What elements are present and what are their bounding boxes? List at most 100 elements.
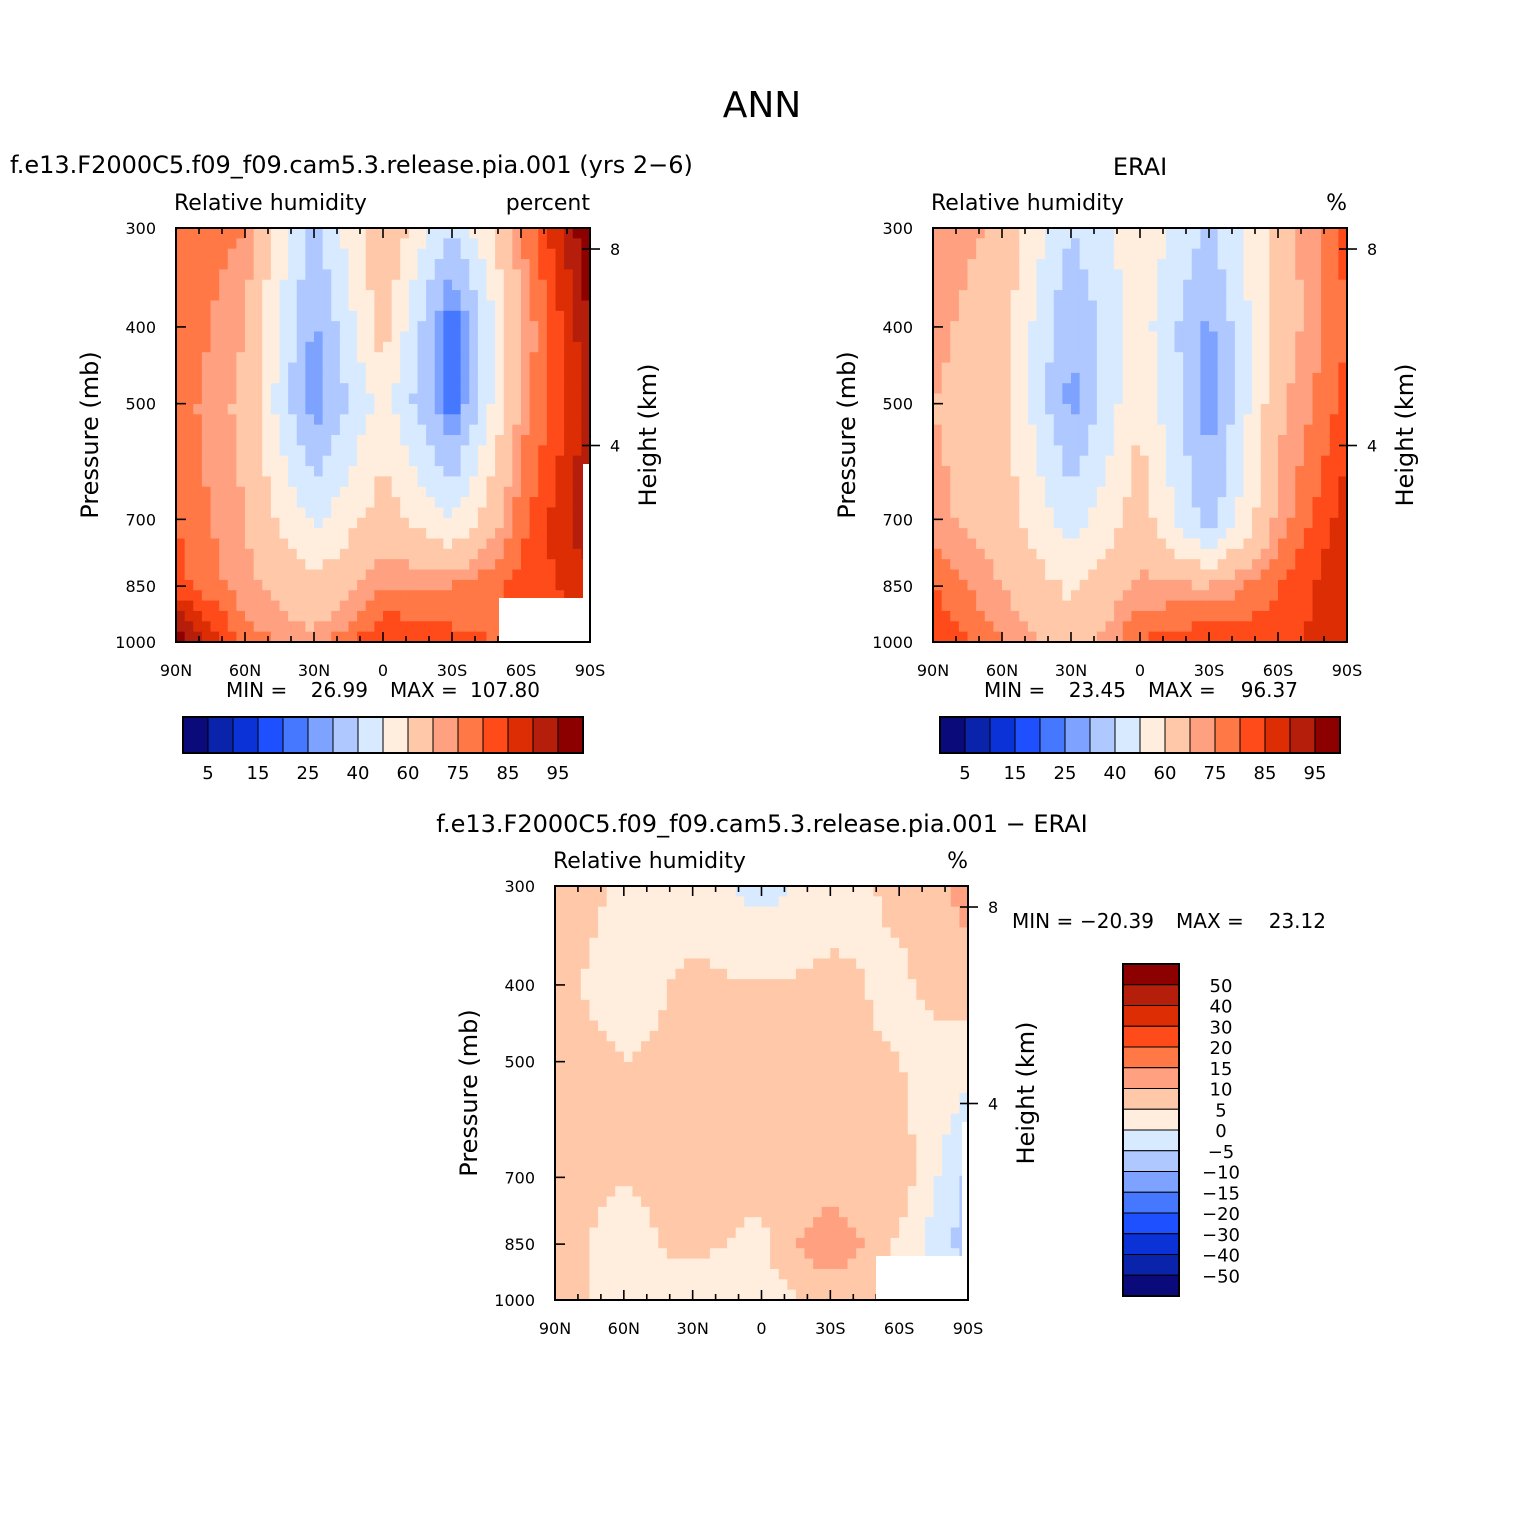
field-cell: [1269, 548, 1279, 560]
field-cell: [1269, 228, 1279, 239]
field-cell: [210, 248, 220, 260]
field-cell: [1114, 300, 1124, 312]
field-cell: [339, 341, 350, 353]
field-cell: [821, 906, 831, 918]
field-cell: [176, 486, 186, 498]
units-label: %: [1326, 191, 1347, 216]
field-cell: [477, 228, 488, 239]
field-cell: [1027, 445, 1038, 457]
field-cell: [296, 486, 306, 498]
field-cell: [296, 228, 306, 239]
field-cell: [1157, 228, 1167, 239]
field-cell: [1165, 507, 1176, 519]
field-cell: [193, 610, 203, 622]
field-cell: [1131, 497, 1141, 509]
field-cell: [761, 886, 771, 897]
field-cell: [589, 1051, 599, 1063]
field-cell: [1071, 279, 1081, 291]
field-cell: [288, 228, 298, 239]
field-cell: [864, 1061, 874, 1073]
field-cell: [581, 279, 591, 291]
field-cell: [201, 331, 212, 343]
field-cell: [1053, 476, 1063, 488]
field-cell: [563, 1010, 573, 1022]
field-cell: [1191, 300, 1201, 312]
field-cell: [374, 362, 384, 374]
field-cell: [383, 455, 393, 467]
field-cell: [1105, 248, 1115, 260]
field-cell: [993, 248, 1003, 260]
field-cell: [296, 424, 306, 436]
field-cell: [339, 559, 350, 571]
field-cell: [744, 917, 754, 928]
field-cell: [374, 445, 384, 457]
field-cell: [322, 290, 332, 302]
field-cell: [391, 621, 401, 633]
field-cell: [495, 362, 505, 374]
field-cell: [279, 631, 289, 643]
field-cell: [477, 279, 488, 291]
field-cell: [1165, 476, 1176, 488]
field-cell: [830, 999, 840, 1011]
field-cell: [434, 466, 444, 477]
field-cell: [279, 279, 289, 291]
field-cell: [339, 228, 350, 239]
field-cell: [589, 979, 599, 991]
field-cell: [331, 372, 341, 384]
field-cell: [1010, 424, 1020, 436]
field-cell: [400, 538, 410, 550]
field-cell: [443, 476, 453, 488]
field-cell: [941, 445, 951, 457]
field-cell: [512, 424, 522, 436]
field-cell: [477, 610, 488, 622]
field-cell: [1105, 435, 1115, 446]
field-cell: [924, 917, 935, 928]
field-cell: [210, 403, 220, 415]
field-cell: [984, 579, 994, 591]
field-cell: [1329, 321, 1339, 333]
field-cell: [1140, 621, 1150, 633]
field-cell: [873, 917, 883, 928]
field-cell: [486, 331, 496, 343]
field-cell: [322, 279, 332, 291]
field-cell: [1148, 259, 1158, 270]
field-cell: [408, 497, 419, 509]
field-cell: [1010, 610, 1020, 622]
field-cell: [907, 937, 917, 949]
field-cell: [1114, 238, 1124, 250]
field-cell: [984, 538, 994, 550]
field-cell: [357, 269, 367, 281]
field-cell: [675, 1020, 685, 1032]
field-cell: [357, 507, 367, 519]
field-cell: [1191, 362, 1201, 374]
field-cell: [1200, 559, 1210, 571]
field-cell: [1252, 372, 1262, 384]
field-cell: [950, 300, 960, 312]
field-cell: [1036, 559, 1046, 571]
field-cell: [288, 579, 298, 591]
field-cell: [1338, 455, 1348, 467]
field-cell: [1260, 372, 1270, 384]
field-cell: [1148, 548, 1158, 560]
field-cell: [1252, 621, 1262, 633]
field-cell: [538, 403, 548, 415]
field-cell: [881, 917, 892, 928]
field-cell: [339, 259, 350, 270]
field-cell: [933, 517, 943, 529]
field-cell: [984, 517, 994, 529]
field-cell: [426, 466, 436, 477]
field-cell: [219, 517, 229, 529]
field-cell: [1053, 290, 1063, 302]
field-cell: [770, 958, 780, 970]
field-cell: [296, 631, 306, 643]
field-cell: [649, 1061, 659, 1073]
field-cell: [434, 621, 444, 633]
field-cell: [236, 476, 246, 488]
field-cell: [572, 507, 582, 519]
field-cell: [795, 1010, 806, 1022]
field-cell: [1252, 393, 1262, 405]
field-cell: [1321, 517, 1331, 529]
field-cell: [1010, 269, 1020, 281]
field-cell: [933, 445, 943, 457]
field-cell: [881, 1020, 892, 1032]
